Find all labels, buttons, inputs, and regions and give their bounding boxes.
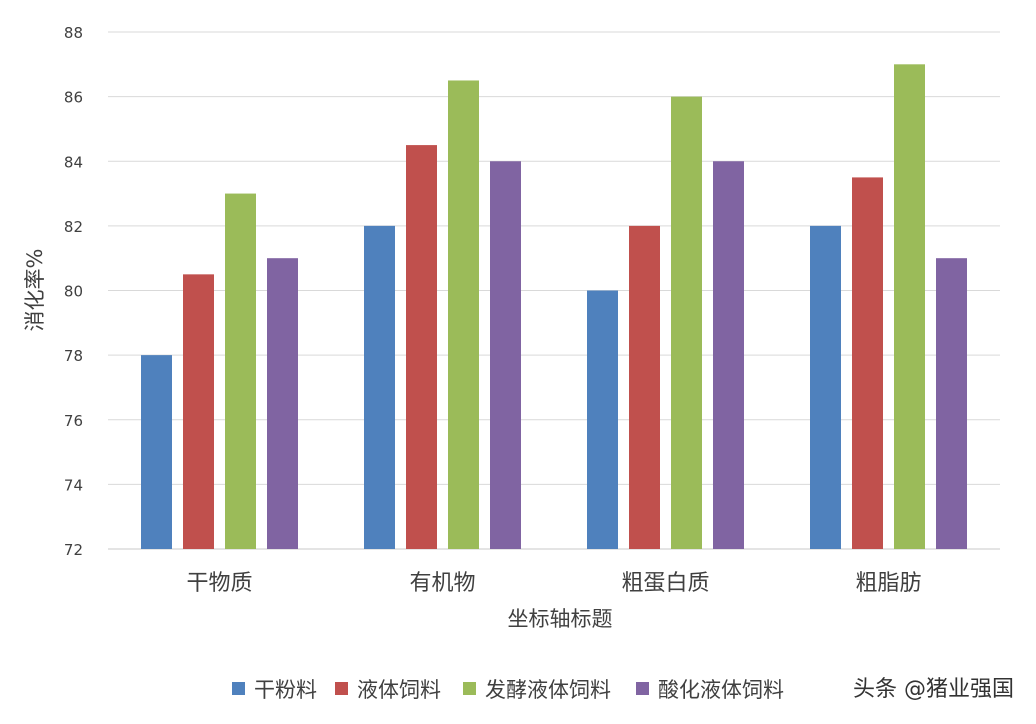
bar-3-1: [225, 193, 256, 549]
watermark: 头条 @猪业强国: [853, 677, 1014, 702]
y-tick-label: 82: [64, 218, 83, 236]
y-axis-title: 消化率%: [23, 249, 47, 332]
legend-label: 发酵液体饲料: [485, 678, 611, 702]
y-axis-ticks: 72 74 76 78 80 82 84 86 88: [64, 24, 83, 559]
y-tick-label: 74: [64, 476, 83, 494]
bar-1-4: [810, 225, 841, 549]
bar-3-3: [671, 96, 702, 549]
bars: [141, 64, 967, 549]
bar-4-2: [490, 161, 521, 549]
bar-4-1: [267, 258, 298, 549]
legend-label: 干粉料: [254, 678, 317, 702]
legend-swatch: [636, 682, 649, 695]
x-category-label: 粗蛋白质: [621, 571, 709, 596]
x-category-label: 粗脂肪: [855, 571, 921, 596]
bar-4-3: [713, 161, 744, 549]
bar-2-2: [406, 145, 437, 549]
x-category-label: 有机物: [409, 571, 475, 596]
bar-2-4: [852, 177, 883, 549]
bar-4-4: [936, 258, 967, 549]
y-tick-label: 88: [64, 24, 83, 42]
legend-swatch: [335, 682, 348, 695]
bar-2-3: [629, 225, 660, 549]
legend-label: 液体饲料: [357, 678, 441, 702]
y-tick-label: 72: [64, 541, 83, 559]
bar-2-1: [183, 274, 214, 549]
bar-1-2: [364, 225, 395, 549]
y-tick-label: 76: [64, 412, 83, 430]
y-tick-label: 84: [64, 153, 83, 171]
gridlines: [108, 31, 1000, 550]
bar-3-2: [448, 80, 479, 549]
x-axis-categories: 干物质 有机物 粗蛋白质 粗脂肪: [186, 571, 921, 596]
y-tick-label: 86: [64, 89, 83, 107]
y-tick-label: 78: [64, 347, 83, 365]
legend-swatch: [232, 682, 245, 695]
x-category-label: 干物质: [186, 571, 252, 596]
y-tick-label: 80: [64, 283, 83, 301]
legend: 干粉料 液体饲料 发酵液体饲料 酸化液体饲料: [232, 678, 784, 702]
x-axis-title: 坐标轴标题: [508, 607, 613, 631]
bar-1-1: [141, 355, 172, 549]
legend-label: 酸化液体饲料: [658, 678, 784, 702]
bar-1-3: [587, 290, 618, 549]
legend-swatch: [463, 682, 476, 695]
bar-3-4: [894, 64, 925, 549]
